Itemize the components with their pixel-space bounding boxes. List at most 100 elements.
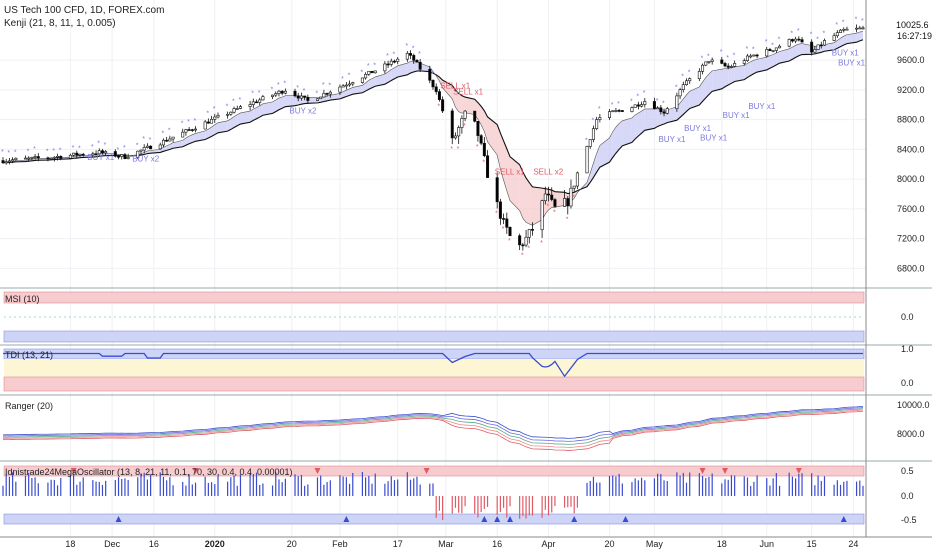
buy-dot: * [643,90,646,97]
osc-sell-arrow [314,468,321,474]
ranger-line [2,410,864,451]
band-segment [192,133,196,143]
time-tick-label: 20 [604,539,614,549]
band-segment [420,63,430,72]
band-segment [487,116,498,156]
candle-body [591,128,595,140]
band-segment [458,93,462,114]
buy-dot: * [271,86,274,93]
band-segment [182,137,186,147]
band-segment [368,78,373,90]
osc-buy-arrow [622,516,629,522]
candle-body [351,82,355,85]
buy-dot: * [662,101,665,108]
band-segment [769,54,774,69]
buy-dot: * [726,55,729,62]
candle-body [771,50,775,52]
band-segment [365,80,369,92]
osc-sell-arrow [192,468,199,474]
candle-body [505,218,509,228]
band-segment [384,71,389,85]
candle-body [726,65,730,68]
candle-body [460,118,464,128]
band-segment [802,43,812,55]
band-segment [275,98,279,112]
candle-body [409,53,413,56]
candle-body [299,95,303,99]
buy-dot: * [431,71,434,78]
candle-body [238,106,242,109]
candle-body [27,157,31,160]
indicator-title[interactable]: Kenji (21, 8, 11, 1, 0.005) [4,18,116,29]
band-segment [339,91,344,99]
candle-body [729,66,733,68]
band-segment [824,42,835,52]
candle-body [797,38,801,41]
band-segment [532,186,543,226]
buy-dot: * [97,140,100,147]
band-segment [327,95,331,101]
sell-dot: * [508,238,511,245]
candle-body [839,29,843,33]
candle-body [258,99,262,103]
candle-body [745,55,749,61]
candle-body [819,44,823,47]
candle-body [434,86,438,92]
band-segment [372,76,376,88]
candle-body [190,129,194,131]
osc-sell-arrow [795,468,802,474]
buy-dot: * [14,149,17,156]
candle-body [255,101,259,104]
buy-dot: * [315,90,318,97]
band-segment [683,94,687,115]
time-tick-label: Mar [438,539,454,549]
price-tick-label: 7600.0 [897,204,925,214]
buy-dot: * [745,46,748,53]
band-segment [262,101,273,116]
candle-body [832,35,836,41]
candle-body [113,151,117,157]
candle-body [813,49,817,53]
signal-label: BUY x2 [289,107,317,116]
candle-body [210,118,214,124]
candle-body [521,244,525,247]
band-segment [237,112,241,126]
tdi-panel: TDI (13, 21) [3,348,865,392]
candle-body [97,150,101,155]
band-segment [218,120,228,133]
countdown-text: 16:27:19 [897,31,932,41]
buy-dot: * [373,63,376,70]
candle-body [280,90,284,94]
candle-body [36,156,40,159]
band-segment [410,61,414,74]
candle-body [203,121,207,130]
buy-dot: * [598,106,601,113]
time-axis[interactable]: 18 Dec 16 2020 20 Feb 17 Mar 16 Apr 20 May 18 Jun 15 24 [0,536,932,549]
candle-body [441,99,445,112]
osc-title: Idnistrade24MegaOscillator (13, 8, 21, 1… [5,467,293,477]
candle-body [572,185,576,189]
candle-body [498,201,502,219]
band-segment [615,123,620,154]
candle-body [72,152,76,156]
band-segment [712,69,722,92]
buy-dot: * [778,36,781,43]
buy-dot: * [797,28,800,35]
band-segment [638,111,642,137]
buy-dot: * [405,43,408,50]
candle-body [370,70,374,74]
candle-body [482,142,486,157]
band-segment [205,129,209,140]
candle-body [685,80,689,85]
signal-label: BUY x1 [658,135,686,144]
buy-dot: * [707,53,710,60]
candle-body [723,63,727,67]
msi-lower-zone [3,330,865,343]
band-segment [776,51,780,65]
buy-dot: * [322,82,325,89]
osc-sell-arrow [699,468,706,474]
price-axis[interactable]: 9600.0 9200.0 8800.0 8400.0 8000.0 7600.0 7200… [865,0,925,537]
candle-body [794,38,798,42]
candle-body [94,153,98,156]
